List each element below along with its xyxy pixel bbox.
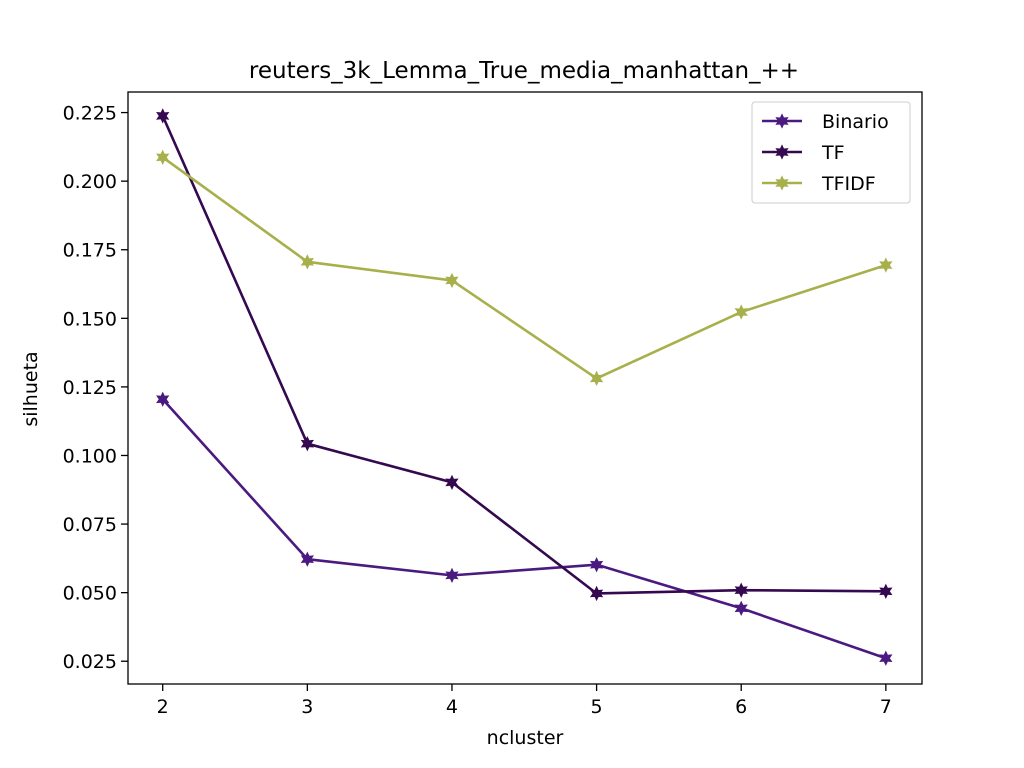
- data-point-binario: [300, 551, 314, 567]
- data-point-tfidf: [156, 149, 170, 165]
- series-line-binario: [161, 398, 887, 660]
- series-line-tfidf: [161, 156, 887, 380]
- y-tick-label: 0.075: [63, 514, 117, 536]
- series-tfidf: [156, 149, 893, 387]
- data-point-tfidf: [589, 370, 604, 387]
- legend-label-tfidf: TFIDF: [821, 173, 876, 195]
- plot-frame: [127, 91, 923, 685]
- data-point-tf: [300, 436, 314, 452]
- data-point-binario: [156, 391, 170, 407]
- y-tick-label: 0.100: [63, 445, 117, 467]
- x-tick-label: 6: [735, 696, 747, 718]
- y-tick-label: 0.050: [63, 583, 117, 605]
- series-line-tf: [161, 115, 886, 595]
- x-axis-label: ncluster: [487, 727, 564, 749]
- x-tick-label: 3: [301, 696, 313, 718]
- series-tf: [156, 108, 893, 602]
- data-point-tf: [879, 583, 893, 599]
- chart-title: reuters_3k_Lemma_True_media_manhattan_++: [249, 58, 799, 84]
- data-point-tf: [734, 582, 748, 598]
- x-tick-label: 4: [446, 696, 458, 718]
- y-tick-label: 0.025: [63, 651, 117, 673]
- y-axis-label: silhueta: [20, 351, 42, 426]
- axis-ticks: 2 3 4 5 6 7 0.025 0.050 0.075 0.100 0.125 0.150 0.17…: [63, 103, 892, 718]
- data-point-tfidf: [445, 272, 459, 289]
- data-point-tf: [156, 108, 170, 124]
- legend-label-binario: Binario: [822, 111, 889, 133]
- y-tick-label: 0.125: [63, 377, 117, 399]
- y-tick-label: 0.175: [63, 240, 117, 262]
- legend: Binario TF TFIDF: [751, 101, 911, 204]
- y-tick-label: 0.200: [63, 171, 117, 193]
- data-point-tfidf: [734, 304, 748, 320]
- x-tick-label: 7: [880, 696, 892, 718]
- data-point-binario: [879, 650, 893, 666]
- data-point-binario: [589, 557, 604, 573]
- x-tick-label: 5: [591, 696, 603, 718]
- data-series: [156, 108, 893, 666]
- data-point-binario: [734, 600, 748, 616]
- legend-label-tf: TF: [821, 142, 845, 164]
- series-binario: [156, 391, 893, 666]
- x-tick-label: 2: [157, 696, 169, 718]
- data-point-tfidf: [879, 257, 893, 273]
- legend-box: [751, 101, 911, 204]
- data-point-tf: [589, 585, 604, 602]
- data-point-tfidf: [300, 254, 314, 270]
- y-tick-label: 0.225: [63, 103, 117, 125]
- y-tick-label: 0.150: [63, 308, 117, 330]
- data-point-tf: [445, 474, 459, 491]
- legend-marker-tfidf: [775, 175, 789, 191]
- legend-marker-tf: [775, 144, 789, 160]
- data-point-binario: [445, 567, 459, 584]
- legend-marker-binario: [775, 113, 789, 129]
